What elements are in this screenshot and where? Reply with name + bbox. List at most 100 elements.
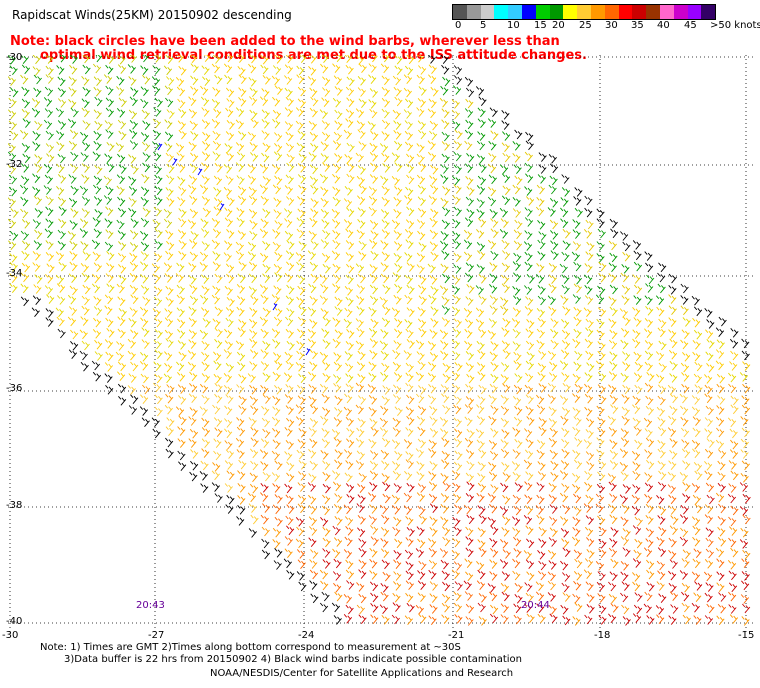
wind-barb bbox=[514, 129, 523, 140]
wind-barb bbox=[308, 537, 317, 547]
wind-barb bbox=[45, 240, 54, 250]
wind-barb bbox=[128, 109, 138, 120]
wind-barb bbox=[596, 329, 605, 340]
wind-barb bbox=[681, 602, 690, 613]
wind-barb bbox=[357, 494, 366, 504]
map-title: Rapidscat Winds(25KM) 20150902 descendin… bbox=[12, 8, 292, 22]
wind-barb bbox=[573, 283, 582, 294]
wind-barb bbox=[514, 438, 523, 449]
wind-barb bbox=[453, 437, 462, 448]
wind-barb bbox=[237, 185, 247, 196]
wind-barb bbox=[658, 340, 667, 351]
wind-barb bbox=[274, 516, 283, 527]
wind-barb bbox=[284, 427, 293, 437]
wind-barb bbox=[10, 87, 19, 98]
wind-barb bbox=[416, 107, 425, 117]
wind-barb bbox=[296, 261, 305, 272]
wind-barb bbox=[405, 163, 415, 174]
wind-barb bbox=[464, 217, 474, 227]
wind-barb bbox=[308, 230, 317, 241]
wind-barb bbox=[153, 206, 162, 217]
wind-barb bbox=[428, 615, 437, 625]
wind-barb bbox=[416, 74, 425, 85]
wind-barb bbox=[190, 86, 199, 96]
wind-barb bbox=[68, 76, 77, 86]
wind-barb bbox=[405, 537, 414, 547]
wind-barb bbox=[477, 107, 486, 118]
wind-barb bbox=[418, 514, 427, 525]
wind-barb bbox=[705, 329, 714, 339]
wind-barb bbox=[140, 230, 149, 241]
wind-barb bbox=[478, 163, 487, 173]
wind-barb bbox=[295, 107, 305, 117]
wind-barb bbox=[236, 284, 246, 294]
wind-barb bbox=[632, 307, 641, 317]
wind-barb bbox=[548, 482, 557, 493]
wind-barb bbox=[610, 603, 619, 613]
wind-barb bbox=[514, 482, 523, 492]
wind-barb bbox=[213, 108, 222, 118]
wind-barb bbox=[201, 373, 210, 383]
wind-barb bbox=[391, 307, 400, 317]
wind-barb bbox=[477, 472, 486, 483]
wind-barb bbox=[512, 341, 521, 351]
wind-barb bbox=[177, 229, 187, 239]
wind-barb bbox=[272, 164, 281, 174]
lat-label-40: -40 bbox=[6, 616, 23, 627]
wind-barb bbox=[418, 613, 427, 624]
wind-barb bbox=[130, 361, 139, 372]
wind-barb bbox=[153, 107, 162, 117]
wind-barb bbox=[692, 351, 701, 362]
wind-barb bbox=[453, 591, 462, 602]
wind-barb bbox=[164, 131, 174, 142]
wind-barb bbox=[153, 339, 162, 350]
wind-barb bbox=[535, 591, 545, 602]
wind-barb bbox=[513, 603, 522, 614]
wind-barb bbox=[429, 130, 438, 141]
wind-barb bbox=[271, 294, 280, 304]
wind-barb bbox=[646, 459, 655, 470]
wind-barb bbox=[236, 351, 246, 362]
wind-barb bbox=[369, 295, 379, 306]
wind-barb bbox=[225, 151, 234, 162]
wind-barb bbox=[95, 55, 103, 63]
wind-barb bbox=[657, 570, 666, 580]
wind-barb bbox=[250, 118, 259, 129]
wind-barb bbox=[682, 493, 691, 503]
wind-barb bbox=[561, 319, 570, 329]
wind-barb bbox=[489, 273, 498, 283]
wind-barb bbox=[286, 472, 295, 483]
wind-barb bbox=[441, 593, 451, 604]
wind-barb bbox=[224, 240, 233, 250]
wind-barb bbox=[380, 372, 389, 382]
wind-barb bbox=[475, 307, 485, 318]
wind-barb bbox=[668, 317, 677, 327]
wind-barb bbox=[249, 329, 258, 339]
wind-barb bbox=[236, 151, 246, 162]
wind-barb bbox=[525, 405, 534, 416]
wind-barb bbox=[668, 505, 677, 515]
wind-barb bbox=[201, 438, 210, 448]
wind-barb bbox=[669, 525, 678, 535]
wind-barb bbox=[248, 286, 257, 296]
wind-barb bbox=[547, 382, 557, 393]
wind-barb bbox=[502, 472, 511, 482]
wind-barb bbox=[199, 329, 208, 340]
wind-barb bbox=[585, 318, 594, 329]
wind-barb bbox=[164, 308, 173, 318]
wind-barb bbox=[500, 394, 509, 405]
wind-barb bbox=[80, 218, 89, 228]
wind-barb bbox=[392, 427, 401, 437]
wind-barb bbox=[476, 185, 486, 195]
wind-barb bbox=[598, 526, 607, 537]
wind-barb bbox=[235, 437, 245, 448]
wind-barb bbox=[274, 143, 283, 153]
wind-barb bbox=[213, 360, 222, 371]
wind-barb bbox=[285, 55, 294, 64]
wind-barb bbox=[286, 461, 295, 472]
wind-barb bbox=[596, 241, 605, 251]
wind-barb bbox=[334, 407, 343, 417]
wind-barb bbox=[45, 317, 54, 327]
wind-barb bbox=[118, 396, 127, 406]
wind-barb bbox=[70, 151, 79, 162]
